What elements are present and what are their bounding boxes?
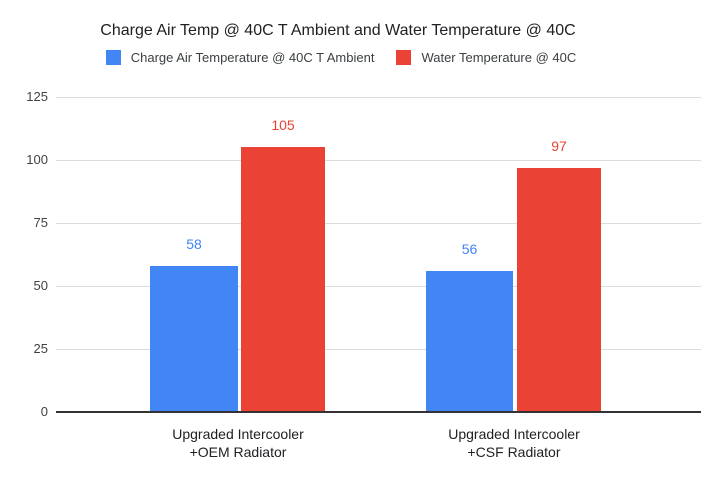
legend-item-charge-air-temp[interactable]: Charge Air Temperature @ 40C T Ambient [105, 49, 375, 65]
y-axis-tick-label: 50 [33, 278, 48, 293]
bar-water-temp-oem[interactable]: 105 [241, 117, 325, 412]
legend-item-water-temp[interactable]: Water Temperature @ 40C [396, 49, 577, 65]
y-axis-tick-label: 100 [26, 152, 48, 167]
y-axis-tick-label: 75 [33, 215, 48, 230]
bar-value-label: 56 [461, 241, 478, 257]
bar-value-label: 105 [271, 117, 295, 133]
legend-swatch-red-icon [396, 49, 412, 65]
gridline [56, 286, 701, 287]
y-axis-tick-label: 25 [33, 341, 48, 356]
x-axis-category-label-csf: Upgraded Intercooler +CSF Radiator [448, 426, 580, 460]
gridline [56, 223, 701, 224]
x-axis-line [56, 411, 701, 413]
legend-swatch-blue-icon [105, 49, 121, 65]
bar-value-label: 58 [186, 236, 202, 252]
legend: Charge Air Temperature @ 40C T Ambient W… [0, 48, 682, 66]
bar-value-label: 97 [551, 138, 567, 154]
bar-charge-air-csf[interactable]: 56 [426, 241, 513, 412]
gridline [56, 160, 701, 161]
legend-label-water-temp: Water Temperature @ 40C [421, 49, 577, 65]
y-axis-tick-label: 0 [40, 404, 48, 419]
bar-water-temp-csf[interactable]: 97 [517, 138, 601, 412]
bar-charge-air-oem[interactable]: 58 [150, 236, 238, 412]
chart-title: Charge Air Temp @ 40C T Ambient and Wate… [100, 22, 576, 39]
y-axis-tick-label: 125 [26, 89, 48, 104]
legend-label-charge-air-temp: Charge Air Temperature @ 40C T Ambient [130, 49, 375, 65]
gridline [56, 349, 701, 350]
x-axis-category-label-oem: Upgraded Intercooler +OEM Radiator [172, 426, 304, 460]
gridline [56, 97, 701, 98]
